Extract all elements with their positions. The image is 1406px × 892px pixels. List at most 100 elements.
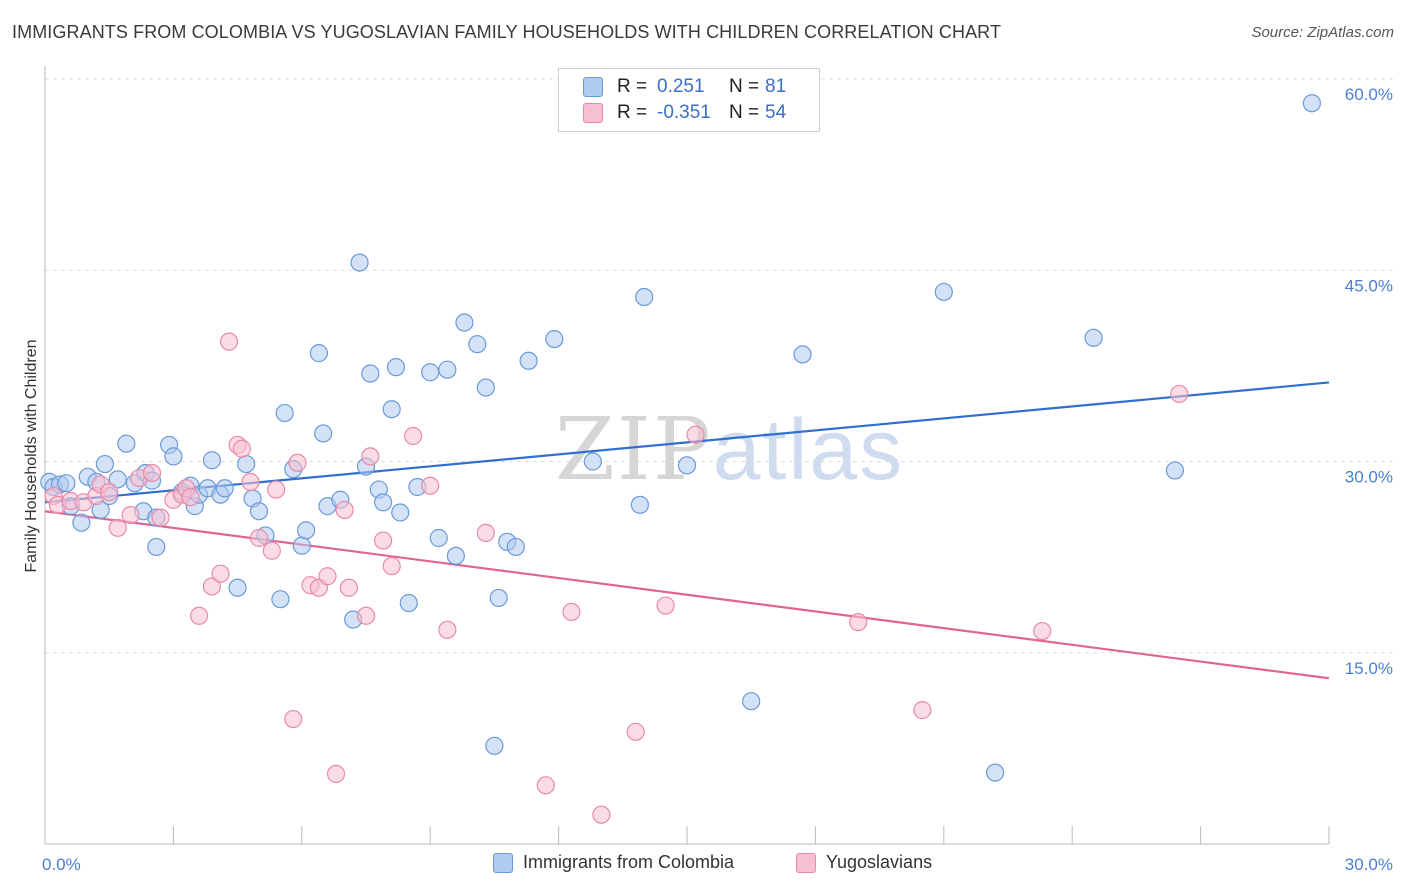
- colombia-point: [630, 495, 650, 514]
- colombia-point: [635, 287, 654, 307]
- yugoslavian-point: [262, 541, 281, 560]
- legend-r-label: R =: [617, 102, 648, 123]
- colombia-point: [793, 345, 812, 364]
- colombia-point: [1302, 94, 1321, 113]
- colombia-point: [386, 358, 406, 377]
- trend-lines: [44, 381, 1330, 680]
- yugoslavian-point: [361, 447, 380, 466]
- colombia-point: [215, 479, 234, 498]
- colombia-point: [399, 593, 418, 613]
- legend-r-label: R =: [617, 76, 648, 97]
- yugoslavian-point: [181, 488, 200, 507]
- colombia-point: [506, 537, 525, 557]
- colombia-point: [228, 578, 247, 597]
- yugoslavian-point: [100, 483, 119, 502]
- yugoslavian-point: [592, 805, 611, 824]
- yugoslavian-point: [249, 528, 269, 548]
- colombia-point: [271, 590, 290, 609]
- yugoslavian-point: [241, 472, 260, 491]
- colombia-point: [309, 344, 329, 363]
- colombia-point: [382, 400, 401, 419]
- yugoslavian-point: [202, 577, 222, 596]
- legend-n-label: N =: [729, 102, 760, 123]
- series-name-colombia: Immigrants from Colombia: [523, 852, 735, 872]
- colombia-point: [361, 364, 380, 383]
- yugoslavian-point: [151, 508, 170, 527]
- y-tick-label: 15.0%: [1345, 659, 1393, 678]
- colombia-point: [742, 692, 761, 711]
- legend-r-value: -0.351: [657, 102, 711, 123]
- yugoslavian-point: [686, 425, 705, 444]
- yugoslavian-point: [1170, 384, 1189, 404]
- colombia-point: [95, 454, 115, 474]
- legend-row-yugoslavians: R = -0.351 N = 54: [583, 101, 786, 125]
- yugoslavian-point: [121, 505, 140, 525]
- x-tick-label: 0.0%: [42, 855, 81, 874]
- colombia-point: [1084, 328, 1103, 347]
- legend-swatch-yugoslavians: [583, 103, 603, 123]
- yugoslavian-point: [562, 602, 581, 622]
- data-points: [40, 94, 1321, 824]
- yugoslavian-point: [326, 764, 346, 783]
- yugoslavian-point: [284, 709, 303, 729]
- colombia-point: [72, 513, 91, 532]
- colombia-point: [934, 282, 953, 302]
- yugoslavian-point: [913, 701, 932, 720]
- yugoslavian-point: [476, 523, 495, 543]
- chart-title: IMMIGRANTS FROM COLOMBIA VS YUGOSLAVIAN …: [12, 22, 1002, 42]
- yugoslavian-point: [382, 556, 401, 576]
- watermark: ZIPatlas: [555, 400, 904, 500]
- legend-n-value: 54: [765, 102, 787, 123]
- y-tick-label: 45.0%: [1345, 276, 1393, 295]
- yugoslavian-point: [288, 453, 307, 472]
- yugoslavian-point: [108, 518, 127, 537]
- legend-swatch-colombia: [583, 77, 603, 97]
- legend-n-value: 81: [765, 76, 787, 97]
- stats-legend: R = 0.251 N = 81 R = -0.351 N = 54: [558, 68, 820, 132]
- colombia-point: [438, 360, 457, 379]
- axes: [44, 66, 1330, 845]
- watermark-atlas: atlas: [712, 402, 905, 498]
- colombia-point: [485, 736, 504, 755]
- colombia-point: [468, 335, 487, 354]
- y-tick-label: 30.0%: [1345, 468, 1393, 487]
- colombia-point: [314, 424, 333, 443]
- colombia-point: [57, 474, 76, 493]
- yugoslavian-point: [318, 567, 337, 586]
- yugoslavian-point: [232, 439, 251, 458]
- yugoslavian-point: [374, 531, 393, 550]
- yugoslavian-point: [656, 596, 675, 615]
- colombia-point: [202, 451, 222, 470]
- y-axis-label: Family Households with Children: [23, 340, 40, 573]
- colombia-point: [519, 351, 538, 370]
- colombia-point: [455, 313, 474, 332]
- yugoslavian-point: [219, 332, 239, 351]
- colombia-point: [986, 763, 1005, 782]
- yugoslavian-point: [189, 606, 209, 625]
- axis-labels: 15.0% 30.0% 45.0% 60.0% 0.0% 30.0%: [42, 85, 1393, 874]
- series-swatch-colombia: [493, 852, 513, 873]
- yugoslavian-point: [626, 722, 645, 741]
- colombia-point: [489, 588, 508, 608]
- colombia-point: [545, 330, 564, 349]
- colombia-point: [374, 493, 393, 512]
- colombia-point: [446, 546, 465, 565]
- yugoslavian-point: [1033, 621, 1052, 641]
- colombia-point: [429, 528, 448, 548]
- colombia-point: [147, 537, 166, 557]
- colombia-point: [249, 502, 269, 521]
- yugoslavian-point: [536, 776, 555, 795]
- colombia-point: [117, 434, 136, 453]
- colombia-point: [164, 447, 183, 466]
- series-swatch-yugoslavians: [796, 852, 816, 873]
- yugoslavian-point: [339, 578, 358, 597]
- colombia-point: [1165, 461, 1185, 480]
- yugoslavian-point: [849, 613, 868, 632]
- legend-r-value: 0.251: [657, 76, 705, 97]
- watermark-zip: ZIP: [555, 400, 713, 500]
- yugoslavian-point: [356, 606, 376, 625]
- colombia-point: [421, 363, 440, 382]
- grid: [45, 78, 1393, 654]
- series-name-yugoslavians: Yugoslavians: [826, 852, 933, 872]
